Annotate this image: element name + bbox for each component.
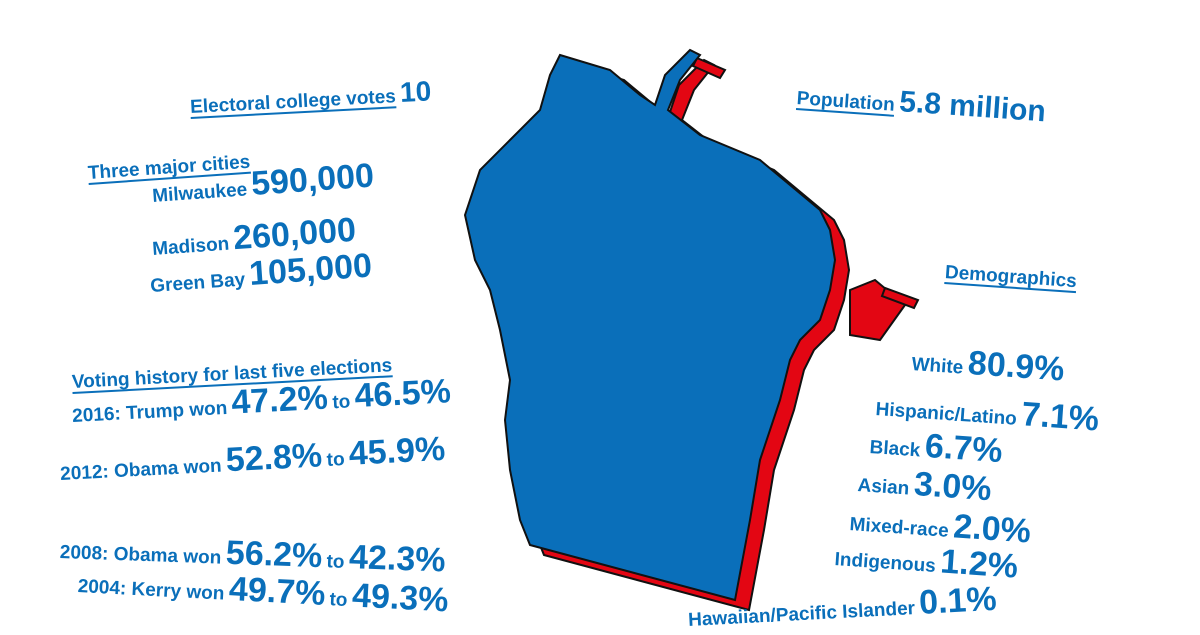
loser: 46.5% xyxy=(353,372,452,416)
label: Indigenous xyxy=(833,549,937,578)
value: 6.7% xyxy=(923,426,1004,471)
connector: to xyxy=(328,589,348,612)
connector: to xyxy=(326,551,345,573)
value: 10 xyxy=(399,75,432,108)
winner: 56.2% xyxy=(225,533,323,576)
label: White xyxy=(910,354,964,379)
peninsula xyxy=(849,278,907,342)
connector: to xyxy=(331,391,351,414)
label: Population xyxy=(796,88,896,116)
loser: 49.3% xyxy=(351,576,450,620)
label: Asian xyxy=(856,475,911,500)
label: 2012: Obama won xyxy=(59,455,223,485)
label: Black xyxy=(868,437,921,462)
loser: 45.9% xyxy=(347,429,447,473)
label: 2004: Kerry won xyxy=(77,576,225,605)
island xyxy=(880,286,920,310)
value: 105,000 xyxy=(247,246,374,294)
value: 3.0% xyxy=(912,464,993,509)
winner: 47.2% xyxy=(230,378,329,422)
value: 7.1% xyxy=(1020,395,1101,439)
label: Green Bay xyxy=(149,269,246,297)
label: Madison xyxy=(151,233,230,260)
value: 1.2% xyxy=(939,542,1020,586)
map-state xyxy=(463,48,837,602)
winner: 52.8% xyxy=(224,436,324,480)
connector: to xyxy=(326,449,346,472)
loser: 42.3% xyxy=(348,538,447,580)
winner: 49.7% xyxy=(228,569,327,613)
value: 0.1% xyxy=(918,579,998,622)
value: 590,000 xyxy=(249,156,376,204)
value: 80.9% xyxy=(966,343,1066,389)
label: 2016: Trump won xyxy=(71,397,228,427)
label: Milwaukee xyxy=(151,179,248,207)
